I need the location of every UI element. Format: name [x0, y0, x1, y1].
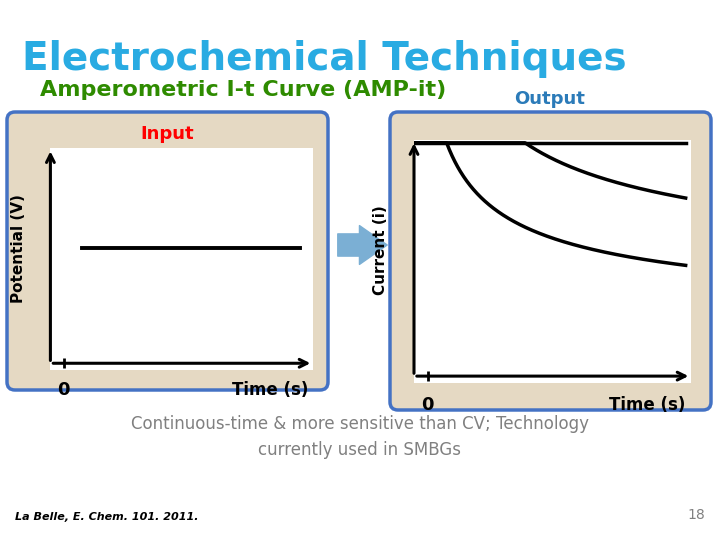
Text: Potential (V): Potential (V): [12, 194, 27, 302]
Text: Amperometric I-t Curve (AMP-it): Amperometric I-t Curve (AMP-it): [40, 80, 446, 100]
Text: Time (s): Time (s): [609, 395, 685, 414]
Text: Continuous-time & more sensitive than CV; Technology
currently used in SMBGs: Continuous-time & more sensitive than CV…: [131, 415, 589, 460]
Text: Current (i): Current (i): [373, 205, 388, 295]
FancyBboxPatch shape: [390, 112, 711, 410]
Text: Electrochemical Techniques: Electrochemical Techniques: [22, 40, 626, 78]
Text: La Belle, E. Chem. 101. 2011.: La Belle, E. Chem. 101. 2011.: [15, 512, 199, 522]
FancyBboxPatch shape: [7, 112, 328, 390]
Text: 0: 0: [58, 381, 70, 399]
Text: 18: 18: [688, 508, 705, 522]
Text: Output: Output: [515, 90, 585, 108]
Text: Input: Input: [140, 125, 194, 143]
Text: 0: 0: [422, 395, 434, 414]
FancyArrowPatch shape: [338, 226, 387, 265]
Text: Time (s): Time (s): [232, 381, 308, 399]
